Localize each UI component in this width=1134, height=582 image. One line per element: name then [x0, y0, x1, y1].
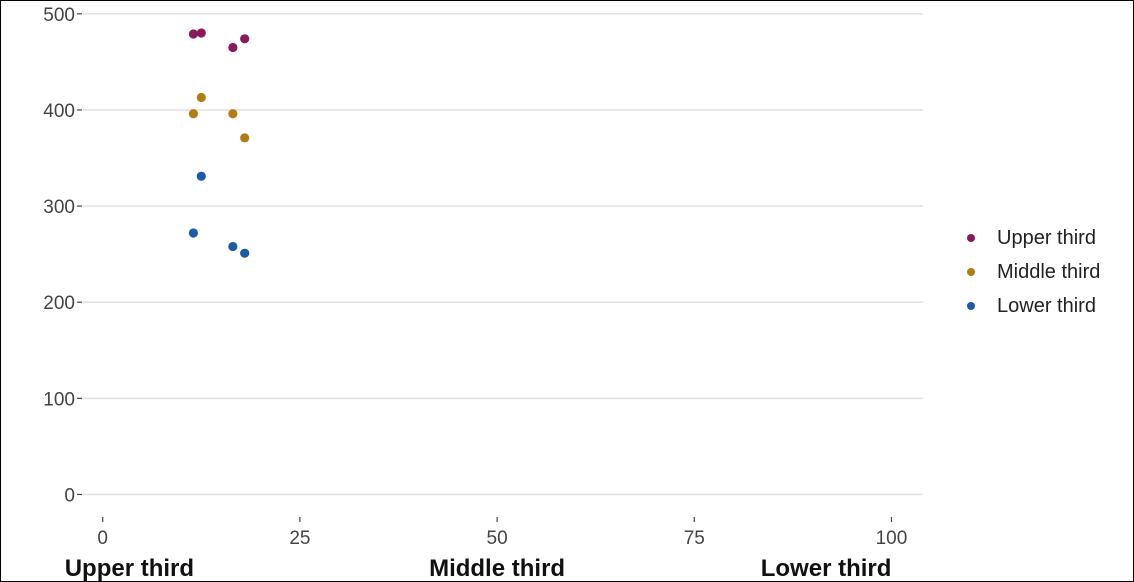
legend-item-middle-third: Middle third — [967, 255, 1100, 289]
y-tick-label: 300 — [43, 197, 75, 218]
legend-item-lower-third: Lower third — [967, 289, 1100, 323]
legend-label: Lower third — [997, 294, 1096, 317]
x-category-label: Upper third — [65, 555, 194, 581]
legend-label: Upper third — [997, 226, 1096, 249]
legend-marker — [967, 268, 975, 276]
x-tick-label: 75 — [684, 528, 705, 549]
legend-marker — [967, 234, 975, 242]
data-point — [228, 241, 238, 252]
data-point — [240, 133, 250, 143]
data-point — [196, 28, 206, 38]
x-axis: 0 25 50 75 100 Upper third Middle third Lower t… — [65, 517, 908, 581]
data-point — [228, 109, 238, 119]
data-point — [240, 34, 250, 44]
x-tick-label: 25 — [289, 528, 310, 549]
y-tick-label: 400 — [43, 101, 75, 122]
data-point — [228, 42, 238, 53]
legend-item-upper-third: Upper third — [967, 221, 1100, 255]
data-point — [196, 171, 206, 181]
x-tick-label: 0 — [97, 528, 108, 549]
y-tick-label: 100 — [43, 389, 75, 410]
x-category-label: Middle third — [429, 555, 565, 581]
x-tick-label: 100 — [876, 528, 908, 549]
x-category-label: Lower third — [761, 555, 892, 581]
legend: Upper third Middle third Lower third — [967, 221, 1100, 323]
data-points — [188, 28, 250, 258]
x-tick-label: 50 — [487, 528, 508, 549]
y-tick-label: 500 — [43, 5, 75, 26]
data-point — [188, 109, 199, 119]
data-point — [188, 228, 199, 238]
data-point — [196, 92, 206, 103]
data-point — [188, 29, 199, 39]
legend-marker — [967, 302, 975, 310]
legend-label: Middle third — [997, 260, 1101, 283]
y-tick-label: 0 — [64, 485, 75, 506]
y-tick-label: 200 — [43, 293, 75, 314]
gridlines — [83, 13, 923, 496]
y-axis: 0 100 200 300 400 500 — [43, 5, 82, 506]
data-point — [240, 248, 250, 258]
